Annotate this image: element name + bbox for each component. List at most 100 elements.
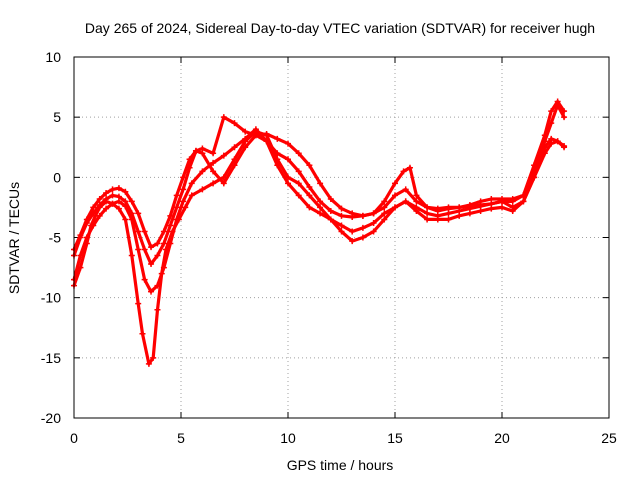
data-point bbox=[548, 135, 555, 142]
data-point bbox=[109, 192, 116, 199]
data-point bbox=[122, 188, 129, 195]
data-point bbox=[135, 228, 142, 235]
tick-labels: 0 5 10 15 20 25 -20 -15 -10 -5 0 5 10 bbox=[41, 49, 617, 446]
data-point bbox=[317, 198, 324, 205]
data-point bbox=[231, 162, 238, 169]
data-point bbox=[122, 198, 129, 205]
x-tick-label: 5 bbox=[177, 430, 185, 446]
data-point bbox=[392, 204, 398, 211]
y-tick-label: -20 bbox=[41, 410, 61, 426]
data-point bbox=[400, 168, 407, 175]
data-point bbox=[210, 168, 217, 175]
data-point bbox=[192, 147, 199, 154]
data-point bbox=[370, 228, 377, 235]
data-point bbox=[424, 216, 431, 223]
data-point bbox=[96, 195, 103, 202]
data-point bbox=[242, 135, 249, 142]
data-point bbox=[548, 108, 555, 115]
data-point bbox=[115, 185, 122, 192]
data-point bbox=[167, 240, 174, 247]
data-point bbox=[338, 228, 345, 235]
data-point bbox=[509, 204, 516, 211]
data-point bbox=[381, 204, 388, 211]
data-point bbox=[139, 330, 146, 337]
data-point bbox=[160, 264, 167, 271]
data-point bbox=[402, 198, 409, 205]
series-arc-2 bbox=[71, 126, 568, 295]
data-point bbox=[160, 240, 167, 247]
data-point bbox=[135, 300, 142, 307]
data-point bbox=[561, 143, 568, 150]
series-group bbox=[71, 98, 568, 367]
data-point bbox=[466, 202, 473, 209]
data-point bbox=[285, 156, 291, 163]
data-point bbox=[488, 195, 495, 202]
data-point bbox=[83, 234, 90, 241]
data-point bbox=[327, 216, 334, 223]
data-point bbox=[210, 159, 217, 166]
data-point bbox=[242, 128, 249, 135]
data-point bbox=[338, 222, 345, 229]
data-point bbox=[180, 186, 187, 193]
y-tick-label: 5 bbox=[53, 109, 61, 125]
data-point bbox=[263, 131, 270, 138]
data-point bbox=[148, 260, 155, 267]
x-tick-label: 10 bbox=[280, 430, 296, 446]
data-point bbox=[499, 204, 505, 211]
data-point bbox=[109, 186, 116, 193]
data-point bbox=[199, 145, 206, 152]
data-point bbox=[148, 288, 155, 295]
data-point bbox=[128, 210, 135, 217]
data-point bbox=[295, 180, 302, 187]
data-point bbox=[554, 98, 561, 105]
data-point bbox=[148, 244, 155, 251]
data-point bbox=[182, 204, 189, 211]
data-point bbox=[96, 202, 103, 209]
data-point bbox=[445, 216, 452, 223]
data-point bbox=[520, 192, 527, 199]
chart-title: Day 265 of 2024, Sidereal Day-to-day VTE… bbox=[85, 20, 595, 36]
data-point bbox=[173, 192, 180, 199]
data-point bbox=[531, 162, 538, 169]
data-point bbox=[541, 132, 548, 139]
data-point bbox=[154, 240, 161, 247]
data-point bbox=[456, 204, 463, 211]
data-point bbox=[150, 354, 157, 361]
data-point bbox=[295, 168, 302, 175]
data-point bbox=[220, 114, 227, 121]
data-point bbox=[128, 252, 135, 259]
data-point bbox=[173, 204, 180, 211]
data-point bbox=[154, 306, 161, 313]
data-point bbox=[381, 210, 388, 217]
data-point bbox=[406, 164, 413, 171]
data-point bbox=[83, 216, 90, 223]
data-point bbox=[424, 210, 431, 217]
data-point bbox=[306, 183, 313, 190]
data-point bbox=[317, 180, 324, 187]
data-point bbox=[141, 276, 148, 283]
series-line bbox=[72, 99, 566, 252]
y-tick-label: -5 bbox=[49, 230, 62, 246]
data-point bbox=[242, 144, 249, 151]
data-point bbox=[263, 138, 270, 145]
data-point bbox=[135, 246, 142, 253]
plot-frame bbox=[73, 56, 610, 419]
data-point bbox=[220, 180, 227, 187]
data-point bbox=[90, 222, 97, 229]
y-tick-label: -10 bbox=[41, 290, 61, 306]
data-point bbox=[499, 195, 505, 202]
data-point bbox=[413, 192, 420, 199]
data-point bbox=[188, 180, 195, 187]
data-point bbox=[77, 232, 84, 239]
y-tick-label: 0 bbox=[53, 169, 61, 185]
data-point bbox=[317, 204, 324, 211]
data-point bbox=[392, 192, 398, 199]
data-point bbox=[349, 210, 356, 217]
data-point bbox=[160, 228, 167, 235]
data-point bbox=[561, 108, 568, 115]
data-point bbox=[141, 246, 148, 253]
x-tick-label: 15 bbox=[387, 430, 403, 446]
data-point bbox=[381, 216, 388, 223]
data-point bbox=[424, 204, 431, 211]
